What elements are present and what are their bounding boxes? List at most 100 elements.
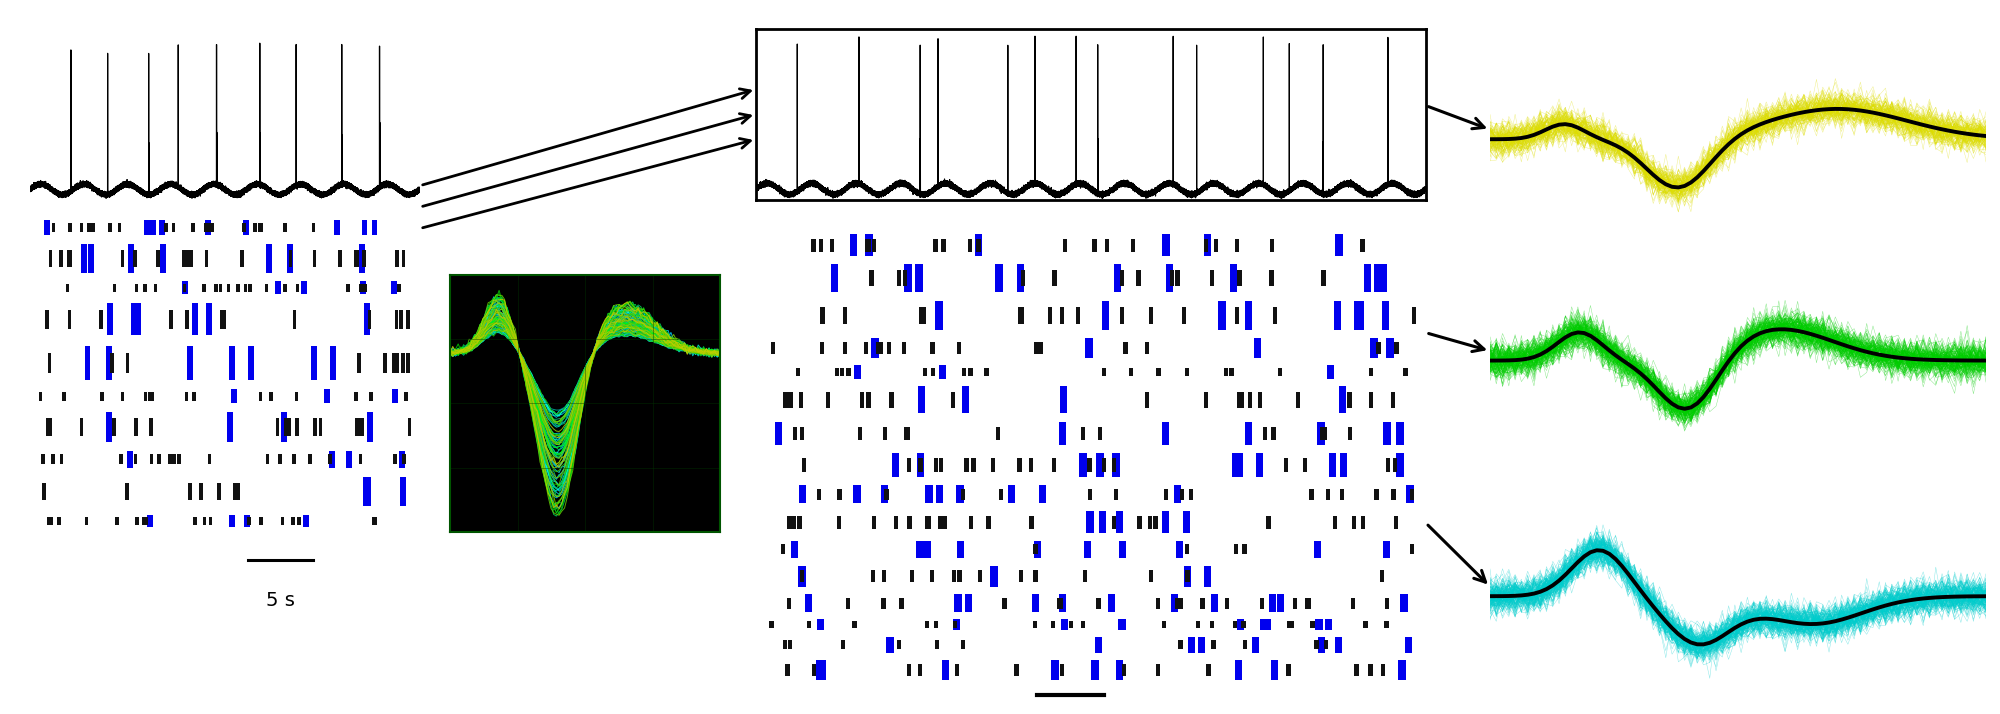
Bar — [846, 368, 850, 376]
Bar — [1244, 301, 1252, 330]
Bar — [1224, 368, 1228, 376]
Bar — [214, 284, 218, 291]
Bar — [276, 418, 280, 436]
Bar — [1034, 544, 1038, 555]
Bar — [986, 516, 990, 528]
Bar — [1320, 427, 1326, 441]
Bar — [108, 223, 112, 232]
Bar — [1380, 570, 1384, 583]
Bar — [134, 284, 138, 291]
Bar — [1182, 307, 1186, 323]
Bar — [1014, 664, 1018, 676]
Bar — [1204, 565, 1212, 586]
Bar — [106, 346, 112, 380]
Bar — [328, 454, 332, 464]
Bar — [1060, 386, 1068, 413]
Bar — [144, 392, 148, 401]
Bar — [360, 418, 364, 436]
Bar — [194, 517, 196, 525]
Bar — [68, 223, 72, 232]
Bar — [182, 281, 188, 294]
Bar — [288, 250, 292, 267]
Bar — [826, 392, 830, 408]
Bar — [1382, 540, 1390, 558]
Bar — [1320, 427, 1324, 441]
Bar — [358, 353, 360, 373]
Bar — [270, 392, 272, 401]
Bar — [1082, 621, 1086, 628]
Bar — [50, 454, 54, 464]
Bar — [820, 307, 824, 323]
Bar — [160, 244, 166, 273]
Bar — [954, 664, 960, 676]
Bar — [1368, 368, 1372, 376]
Bar — [852, 621, 856, 628]
Bar — [328, 451, 334, 468]
Bar — [216, 483, 220, 501]
Bar — [366, 412, 372, 442]
Bar — [1184, 565, 1192, 586]
Bar — [1032, 594, 1038, 613]
Bar — [1360, 516, 1364, 528]
Bar — [1318, 422, 1324, 445]
Bar — [996, 264, 1002, 291]
Bar — [1048, 307, 1052, 323]
Bar — [896, 270, 902, 286]
Bar — [934, 239, 938, 252]
Bar — [866, 234, 872, 256]
Bar — [864, 342, 868, 354]
Bar — [1386, 338, 1394, 358]
Bar — [788, 392, 794, 408]
Bar — [872, 338, 878, 358]
Bar — [1380, 264, 1386, 291]
Bar — [1124, 342, 1128, 354]
Bar — [192, 392, 196, 401]
Bar — [1310, 621, 1314, 628]
Bar — [260, 223, 264, 232]
Bar — [120, 454, 124, 464]
Bar — [924, 540, 932, 558]
Bar — [1394, 342, 1398, 354]
Bar — [1230, 264, 1236, 291]
Bar — [1270, 239, 1274, 252]
Bar — [922, 307, 926, 323]
Bar — [110, 353, 114, 373]
Bar — [958, 570, 962, 583]
Bar — [1058, 598, 1062, 608]
Bar — [80, 418, 84, 436]
Bar — [1286, 664, 1290, 676]
Bar — [854, 485, 862, 503]
Bar — [184, 392, 188, 401]
Bar — [1092, 239, 1096, 252]
Bar — [1278, 368, 1282, 376]
Bar — [1008, 485, 1014, 503]
Bar — [866, 392, 870, 408]
Bar — [1328, 453, 1336, 476]
Bar — [1162, 621, 1166, 628]
Bar — [1270, 270, 1274, 286]
Bar — [1090, 660, 1098, 680]
Bar — [182, 250, 186, 267]
Bar — [48, 418, 52, 436]
Bar — [1234, 660, 1242, 680]
Bar — [1210, 621, 1214, 628]
Bar — [818, 488, 822, 500]
Bar — [1248, 392, 1252, 408]
Bar — [802, 458, 806, 472]
Bar — [1180, 488, 1184, 500]
Bar — [1238, 270, 1242, 286]
Bar — [334, 220, 340, 236]
Bar — [934, 621, 938, 628]
Bar — [292, 310, 296, 329]
Bar — [976, 239, 980, 252]
Bar — [48, 517, 52, 525]
Bar — [1386, 598, 1390, 608]
Bar — [1058, 422, 1066, 445]
Bar — [800, 570, 804, 583]
Bar — [1122, 664, 1126, 676]
Bar — [934, 458, 938, 472]
Bar — [1182, 511, 1190, 533]
Bar — [1354, 664, 1358, 676]
Bar — [88, 244, 94, 273]
Bar — [926, 516, 930, 528]
